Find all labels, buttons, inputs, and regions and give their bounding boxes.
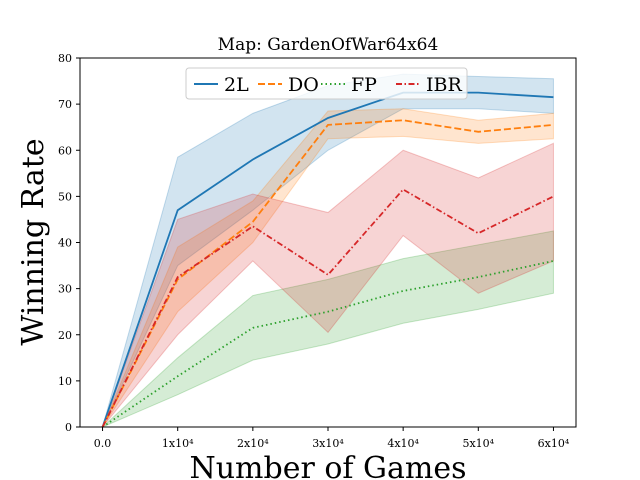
x-tick-label: 3x10⁴ xyxy=(312,437,344,450)
x-tick-label: 1x10⁴ xyxy=(162,437,194,450)
y-tick-label: 50 xyxy=(58,190,72,203)
line-ibr xyxy=(101,188,554,428)
y-tick-label: 0 xyxy=(65,421,72,434)
y-axis: 0 10 20 30 40 50 60 70 80 xyxy=(58,52,80,434)
x-tick-label: 0.0 xyxy=(94,437,112,450)
line-2l xyxy=(101,91,554,428)
y-tick-label: 30 xyxy=(58,283,72,296)
band-ibr xyxy=(102,142,554,428)
x-tick-label: 6x10⁴ xyxy=(538,437,570,450)
legend: 2L DO FP IBR xyxy=(185,67,468,100)
y-axis-label: Winning Rate xyxy=(16,138,51,345)
band-2l xyxy=(102,73,554,428)
y-tick-label: 80 xyxy=(58,52,72,65)
y-tick-label: 20 xyxy=(58,329,72,342)
y-tick-label: 10 xyxy=(58,375,72,388)
x-tick-label: 5x10⁴ xyxy=(462,437,494,450)
series-lines xyxy=(101,91,554,428)
legend-label-do: DO xyxy=(288,74,319,96)
x-tick-label: 2x10⁴ xyxy=(237,437,269,450)
band-fp xyxy=(102,230,554,428)
legend-label-ibr: IBR xyxy=(426,74,462,96)
x-tick-label: 4x10⁴ xyxy=(387,437,419,450)
legend-label-2l: 2L xyxy=(224,74,249,96)
line-do xyxy=(101,119,554,428)
x-axis: 0.0 1x10⁴ 2x10⁴ 3x10⁴ 4x10⁴ 5x10⁴ 6x10⁴ xyxy=(94,427,570,450)
legend-label-fp: FP xyxy=(351,74,377,96)
y-tick-label: 70 xyxy=(58,98,72,111)
x-axis-label: Number of Games xyxy=(189,451,466,480)
confidence-bands xyxy=(102,73,554,428)
y-tick-label: 60 xyxy=(58,144,72,157)
line-fp xyxy=(102,260,554,428)
chart-title: Map: GardenOfWar64x64 xyxy=(218,35,439,55)
y-tick-label: 40 xyxy=(58,237,72,250)
